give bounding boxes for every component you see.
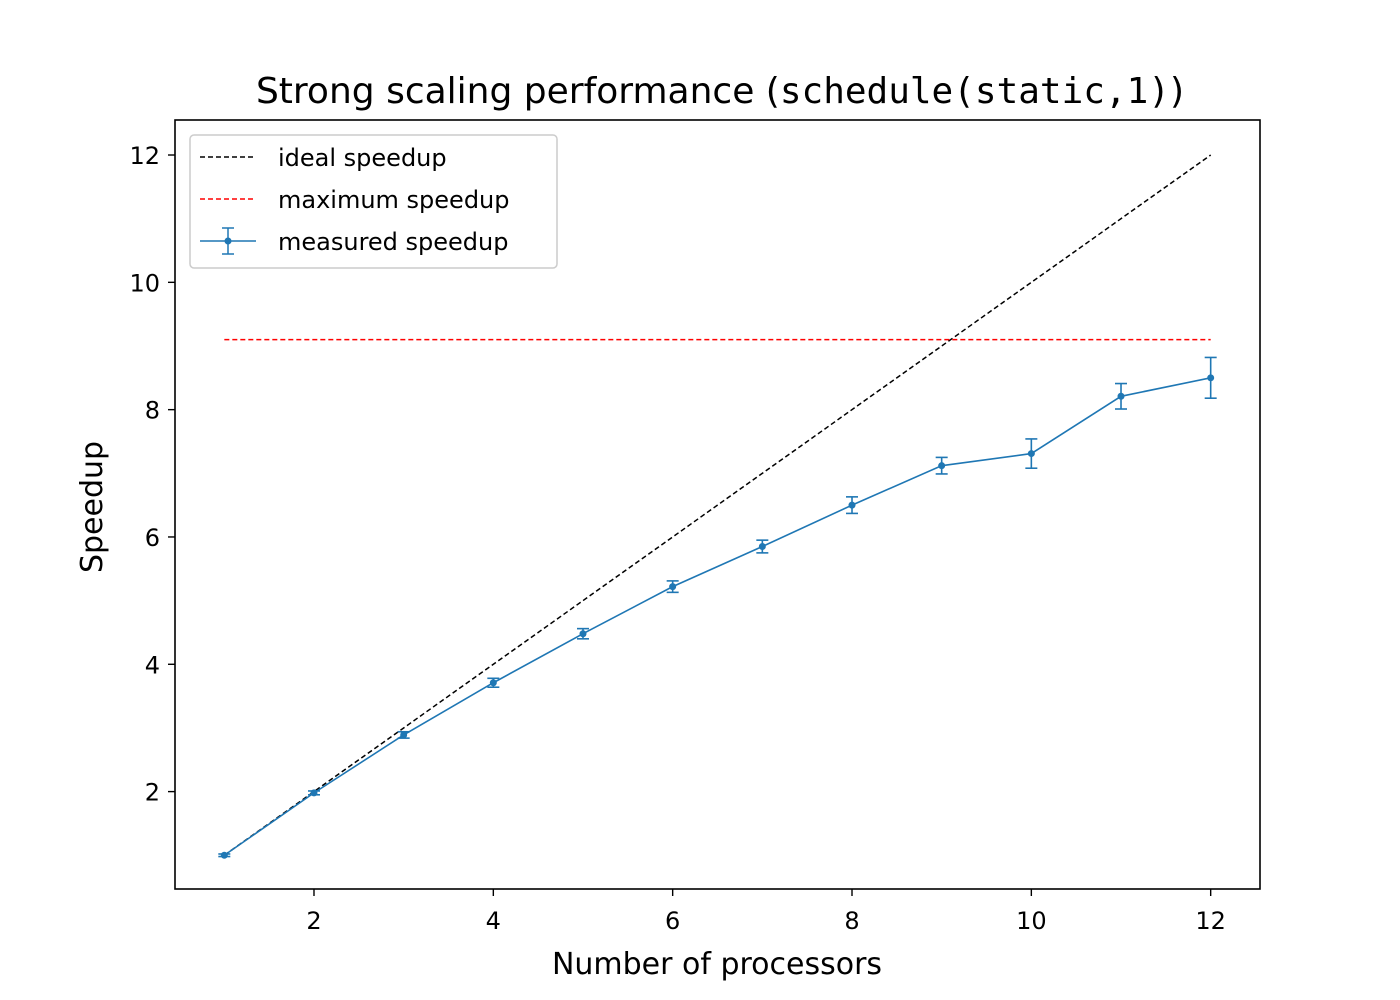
x-axis: 2 4 6 8 10 12 — [306, 889, 1226, 935]
measured-point-6 — [669, 583, 677, 591]
measured-point-3 — [400, 731, 408, 739]
measured-speedup-line — [223, 377, 1211, 856]
x-tick-label-10: 10 — [1016, 907, 1047, 935]
measured-point-12 — [1207, 374, 1215, 382]
legend-label-measured: measured speedup — [278, 228, 508, 256]
legend: ideal speedup maximum speedup measured s… — [189, 134, 558, 269]
measured-point-5 — [579, 630, 587, 638]
chart-title: Strong scaling performance (schedule(sta… — [256, 71, 1184, 112]
legend-swatch-measured — [200, 227, 256, 255]
legend-box — [189, 134, 558, 269]
measured-point-2 — [310, 789, 318, 797]
y-tick-label-4: 4 — [145, 651, 160, 679]
plot-area — [218, 154, 1217, 859]
chart-title-suffix: ) — [1170, 71, 1184, 112]
measured-point-10 — [1027, 450, 1035, 458]
y-tick-label-10: 10 — [129, 269, 160, 297]
x-tick-label-4: 4 — [486, 907, 501, 935]
measured-point-4 — [489, 679, 497, 687]
measured-point-7 — [758, 543, 766, 551]
y-tick-label-8: 8 — [145, 397, 160, 425]
legend-label-maximum: maximum speedup — [278, 186, 510, 214]
x-tick-label-6: 6 — [665, 907, 680, 935]
legend-label-ideal: ideal speedup — [278, 144, 447, 172]
measured-point-1 — [220, 851, 228, 859]
y-axis-label: Speedup — [75, 441, 110, 573]
measured-point-8 — [848, 501, 856, 509]
y-tick-label-6: 6 — [145, 524, 160, 552]
x-tick-label-12: 12 — [1195, 907, 1226, 935]
x-tick-label-2: 2 — [306, 907, 321, 935]
chart-title-prefix: Strong scaling performance ( — [256, 71, 780, 112]
chart-title-code: schedule(static,1) — [780, 71, 1170, 112]
y-tick-label-2: 2 — [145, 779, 160, 807]
x-axis-label: Number of processors — [552, 947, 882, 982]
measured-point-9 — [938, 462, 946, 470]
x-tick-label-8: 8 — [844, 907, 859, 935]
measured-point-11 — [1117, 392, 1125, 400]
ideal-speedup-line — [223, 154, 1212, 856]
plot-frame — [174, 119, 1261, 890]
y-axis: 2 4 6 8 10 12 — [129, 142, 175, 807]
y-tick-label-12: 12 — [129, 142, 160, 170]
